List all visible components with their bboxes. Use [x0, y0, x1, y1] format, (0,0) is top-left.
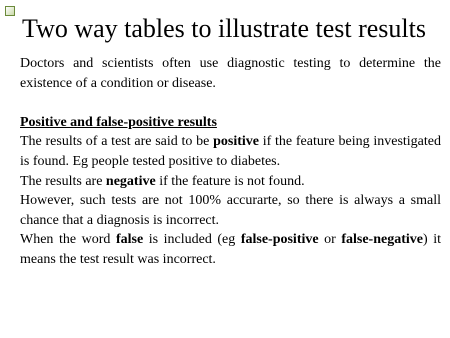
paragraphs: The results of a test are said to be pos…	[20, 132, 441, 269]
bold-text: negative	[105, 173, 156, 189]
paragraph: When the word false is included (eg fals…	[20, 230, 441, 269]
bold-text: false-negative	[341, 232, 423, 248]
text-run: The results of a test are said to be	[20, 134, 214, 150]
text-run: is included (eg	[143, 232, 241, 248]
slide-body: Doctors and scientists often use diagnos…	[20, 54, 441, 270]
bold-text: false	[115, 232, 144, 248]
text-run: When the word	[20, 232, 116, 248]
text-run: or	[318, 232, 342, 248]
title: Two way tables to illustrate test result…	[22, 14, 426, 43]
text-run: if the feature is not found.	[155, 173, 305, 189]
paragraph: However, such tests are not 100% accurar…	[20, 191, 441, 230]
section-heading: Positive and false-positive results	[20, 114, 217, 130]
text-run: ) it means the test result was incorrect…	[20, 232, 441, 267]
title-bullet	[5, 6, 15, 16]
bold-text: positive	[213, 134, 259, 150]
text-run: if the feature being investigated is fou…	[20, 134, 441, 169]
intro: Doctors and scientists often use diagnos…	[20, 56, 441, 91]
bold-text: false-positive	[240, 232, 319, 248]
paragraph: The results are negative if the feature …	[20, 172, 441, 192]
paragraph: The results of a test are said to be pos…	[20, 132, 441, 171]
text-run: However, such tests are not 100% accurar…	[20, 193, 441, 228]
text-run: The results are	[20, 173, 106, 189]
